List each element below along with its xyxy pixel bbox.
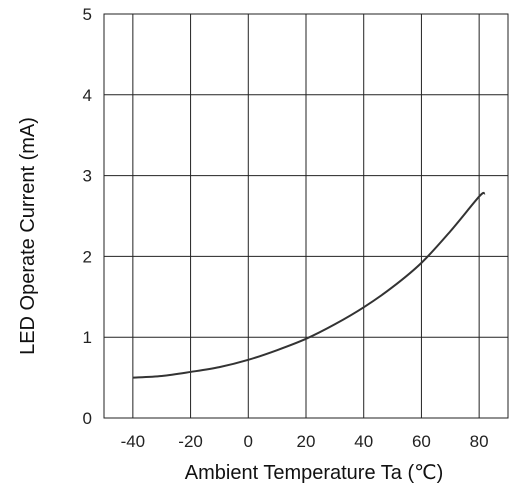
- x-tick-label-5: 60: [412, 432, 431, 451]
- series-line-0: [132, 191, 486, 379]
- y-tick-labels: 0 1 2 3 4 5: [83, 5, 92, 428]
- series-group: [132, 191, 486, 379]
- y-tick-label-5: 5: [83, 5, 92, 24]
- x-tick-label-6: 80: [470, 432, 489, 451]
- x-axis-label: Ambient Temperature Ta (℃): [185, 462, 444, 484]
- x-tick-label-0: -40: [121, 432, 146, 451]
- y-tick-label-4: 4: [83, 86, 92, 105]
- x-tick-label-2: 0: [244, 432, 253, 451]
- y-axis-label: LED Operate Current (mA): [17, 117, 39, 355]
- x-tick-label-1: -20: [178, 432, 203, 451]
- x-tick-labels: -40 -20 0 20 40 60 80: [121, 432, 489, 451]
- y-tick-label-0: 0: [83, 409, 92, 428]
- y-tick-label-3: 3: [83, 167, 92, 186]
- y-tick-label-2: 2: [83, 247, 92, 266]
- y-tick-label-1: 1: [83, 328, 92, 347]
- x-tick-label-3: 20: [297, 432, 316, 451]
- x-tick-label-4: 40: [354, 432, 373, 451]
- grid: [104, 13, 508, 419]
- plot-frame: [103, 13, 509, 419]
